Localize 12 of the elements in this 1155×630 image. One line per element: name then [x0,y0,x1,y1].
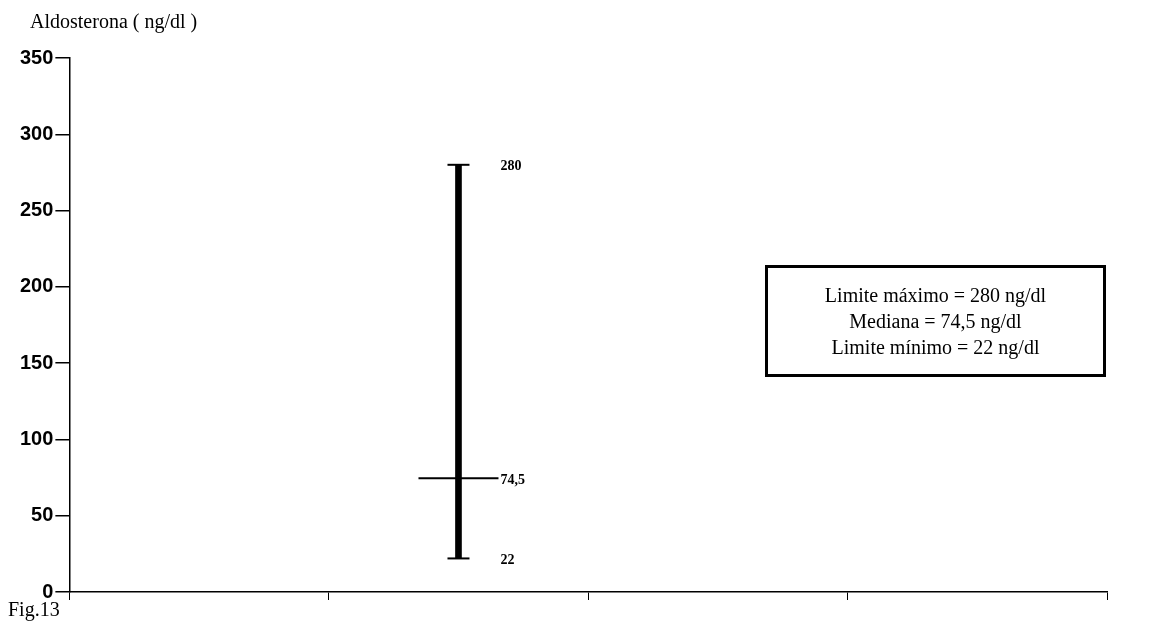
y-tick-label: 300 [19,121,54,144]
y-tick-label: 50 [31,503,54,526]
annotation: 280 [500,158,522,174]
annotation: Limite máximo = 280 ng/dl Mediana = 74,5 ng/dl Limite mínimo = 22 ng/dl [765,265,1106,377]
y-tick-label: 200 [19,274,54,297]
y-tick-label: 100 [19,426,54,449]
y-tick-label: 150 [19,350,54,373]
annotation: 74,5 [500,471,525,487]
annotation: 22 [500,552,515,568]
y-axis-title: Aldosterona ( ng/dl ) [30,10,198,33]
y-tick-label: 350 [19,45,54,68]
y-tick-label: 250 [19,198,54,221]
